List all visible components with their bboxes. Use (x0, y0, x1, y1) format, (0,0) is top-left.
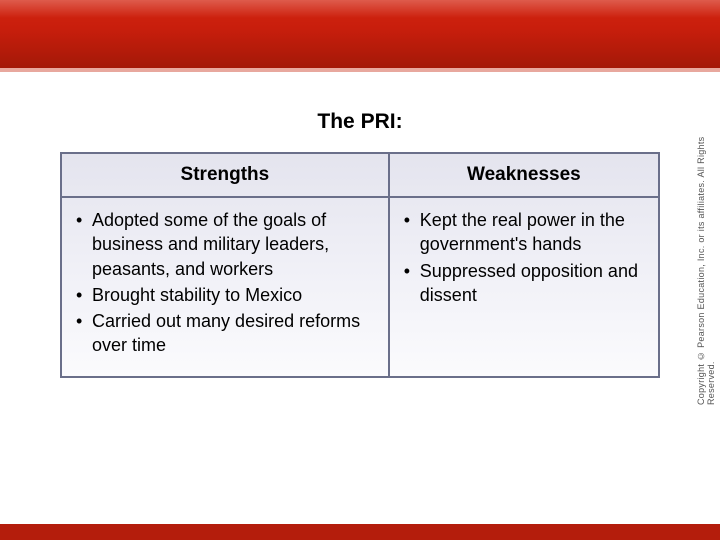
strengths-cell: Adopted some of the goals of business an… (62, 198, 390, 376)
top-banner (0, 0, 720, 72)
weaknesses-cell: Kept the real power in the government's … (390, 198, 658, 376)
bottom-bar (0, 524, 720, 540)
table-header-row: Strengths Weaknesses (62, 154, 658, 198)
table-body-row: Adopted some of the goals of business an… (62, 198, 658, 376)
slide-title: The PRI: (60, 110, 660, 134)
list-item: Kept the real power in the government's … (404, 208, 644, 257)
comparison-table: Strengths Weaknesses Adopted some of the… (60, 152, 660, 378)
list-item: Brought stability to Mexico (76, 283, 374, 307)
weaknesses-list: Kept the real power in the government's … (404, 208, 644, 307)
list-item: Carried out many desired reforms over ti… (76, 309, 374, 358)
header-weaknesses: Weaknesses (390, 154, 658, 196)
list-item: Adopted some of the goals of business an… (76, 208, 374, 281)
strengths-list: Adopted some of the goals of business an… (76, 208, 374, 358)
slide-content: The PRI: Strengths Weaknesses Adopted so… (0, 72, 720, 378)
list-item: Suppressed opposition and dissent (404, 259, 644, 308)
header-strengths: Strengths (62, 154, 390, 196)
copyright-text: Copyright © Pearson Education, Inc. or i… (696, 135, 716, 405)
